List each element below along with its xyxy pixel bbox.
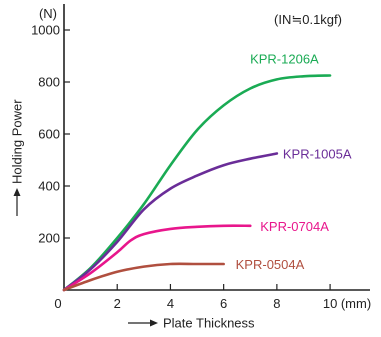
y-title-arrowhead-icon (13, 188, 21, 196)
series-label-kpr-1005a: KPR-1005A (283, 147, 352, 162)
x-unit-label: (mm) (341, 296, 371, 311)
y-tick-label: 800 (38, 75, 60, 90)
x-tick-label: 2 (114, 296, 121, 311)
series-line-kpr-1206a (62, 74, 332, 292)
series-line-kpr-0504a (62, 262, 225, 292)
y-tick-label: 200 (38, 231, 60, 246)
x-axis-title: Plate Thickness (163, 316, 255, 331)
y-axis-title: Holding Power (10, 99, 25, 184)
series-label-kpr-0504a: KPR-0504A (236, 257, 305, 272)
axes-layer: 200 400 600 800 1000 0 2 4 6 8 10 (31, 4, 370, 311)
x-tick-label: 0 (54, 296, 61, 311)
x-tick-label: 6 (220, 296, 227, 311)
y-unit-label: (N) (39, 6, 57, 21)
y-tick-label: 1000 (31, 23, 60, 38)
unit-annotation: (IN≒0.1kgf) (274, 12, 342, 27)
series-line-kpr-1005a (62, 152, 279, 292)
x-tick-label: 4 (167, 296, 174, 311)
series-label-kpr-0704a: KPR-0704A (260, 219, 329, 234)
x-tick-label: 8 (273, 296, 280, 311)
x-tick-label: 10 (323, 296, 337, 311)
x-title-arrowhead-icon (150, 319, 158, 327)
series-line-kpr-0704a (62, 224, 252, 292)
y-tick-label: 600 (38, 127, 60, 142)
y-tick-label: 400 (38, 179, 60, 194)
series-layer (62, 74, 332, 292)
series-label-kpr-1206a: KPR-1206A (250, 52, 319, 67)
labels-layer: (N) (mm) (IN≒0.1kgf) Plate Thickness Holding… (10, 6, 372, 331)
